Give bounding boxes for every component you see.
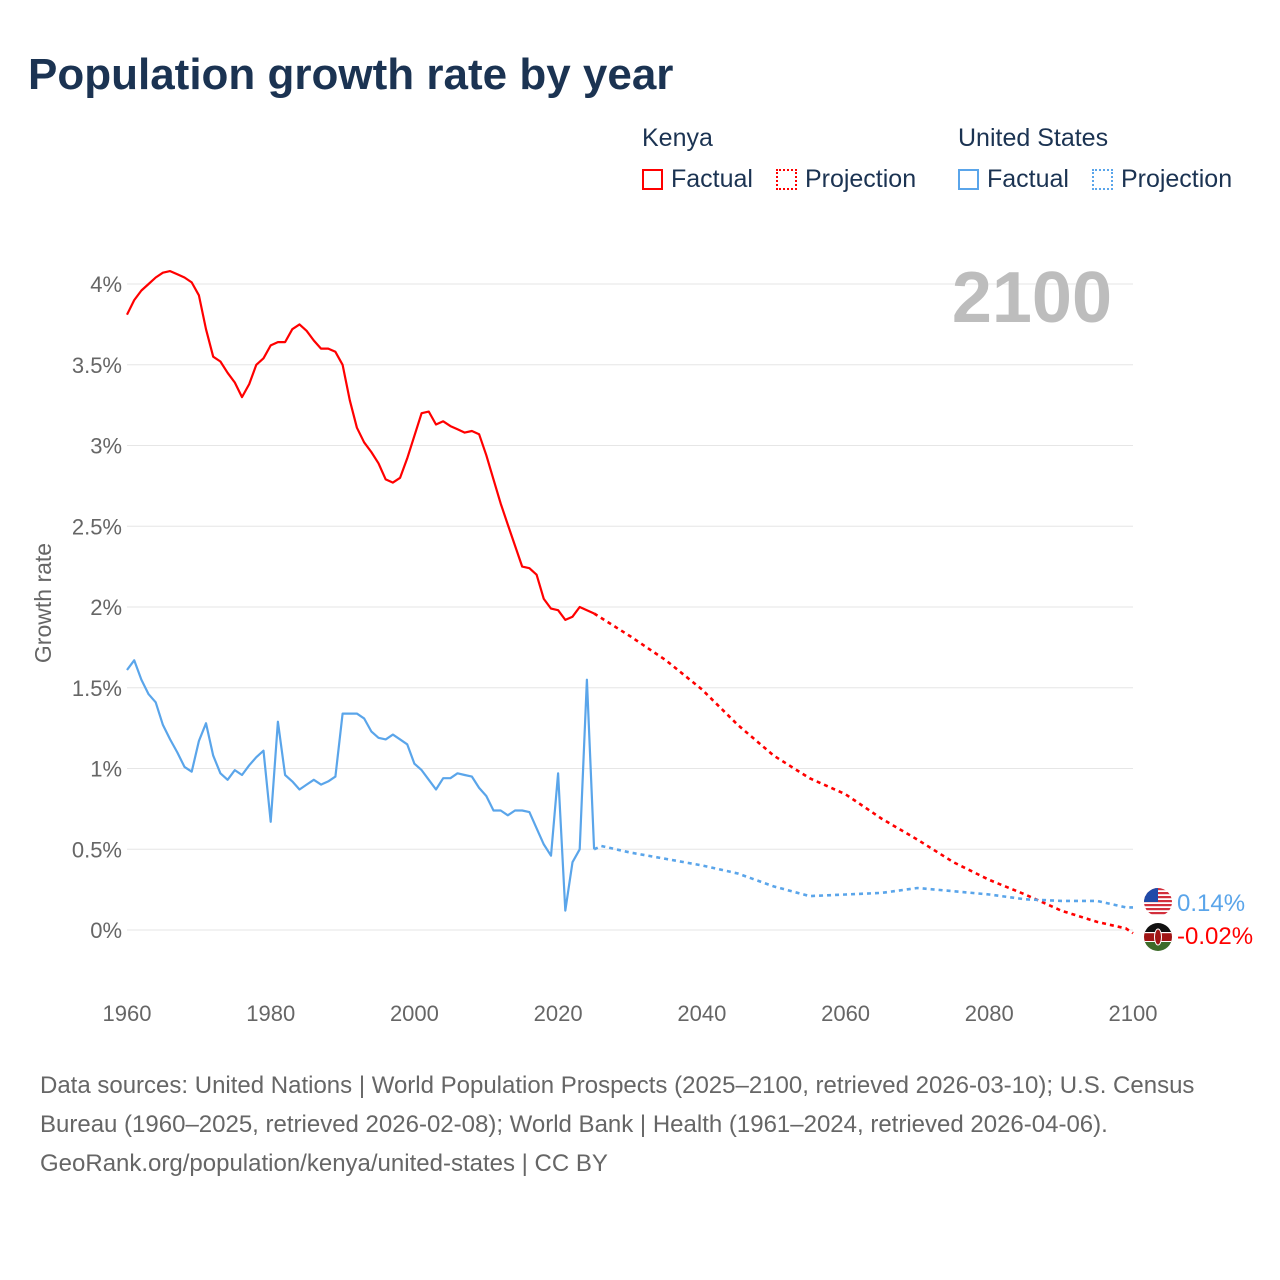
y-tick-label: 2.5%: [72, 514, 122, 539]
x-tick-label: 2020: [534, 1001, 583, 1026]
series-united-states-factual: [126, 659, 596, 912]
series-united-states-projection: [593, 844, 1133, 909]
x-tick-label: 2100: [1109, 1001, 1158, 1026]
legend-kenya-factual[interactable]: Factual: [642, 165, 753, 194]
y-tick-label: 3.5%: [72, 353, 122, 378]
current-year-label: 2100: [952, 258, 1112, 338]
x-tick-label: 2060: [821, 1001, 870, 1026]
y-tick-label: 4%: [90, 272, 122, 297]
legend-swatch-dotted: [1091, 169, 1113, 190]
flag-stripe: [1144, 912, 1172, 915]
series-kenya-factual: [126, 270, 595, 622]
legend-swatch-solid: [642, 169, 663, 190]
flag-stripe: [1144, 908, 1172, 911]
series-kenya-projection: [593, 612, 1134, 935]
y-tick-label: 2%: [90, 595, 122, 620]
legend-label: Projection: [1120, 165, 1233, 193]
us-end-value: 0.14%: [1177, 890, 1245, 917]
legend-label: Factual: [987, 165, 1069, 193]
legend-swatch-solid: [958, 169, 979, 190]
x-tick-label: 2040: [677, 1001, 726, 1026]
legend-title-us: United States: [958, 124, 1109, 152]
y-tick-label: 0%: [90, 918, 122, 943]
legend-united-states: United States Factual Projection: [958, 124, 1232, 197]
legend-kenya: Kenya Factual Projection: [642, 124, 932, 197]
flag-canton: [1144, 888, 1158, 902]
legend-us-projection[interactable]: Projection: [1091, 165, 1233, 194]
data-sources: Data sources: United Nations | World Pop…: [40, 1072, 1195, 1138]
credit-link[interactable]: GeoRank.org/population/kenya/united-stat…: [40, 1150, 608, 1177]
legend-label: Projection: [804, 165, 917, 193]
us-flag-icon: [1144, 888, 1172, 916]
x-tick-label: 1980: [246, 1001, 295, 1026]
legend-swatch-dotted: [775, 169, 797, 190]
flag-stripe: [1144, 904, 1172, 907]
y-tick-label: 1.5%: [72, 676, 122, 701]
y-tick-label: 3%: [90, 434, 122, 459]
kenya-flag-icon: [1144, 923, 1172, 951]
flag-black: [1144, 923, 1172, 932]
legend-label: Factual: [671, 165, 753, 193]
x-tick-label: 2000: [390, 1001, 439, 1026]
line-chart: 0% 0.5% 1% 1.5% 2% 2.5% 3% 3.5% 4% 1960 1980 2000 20…: [30, 258, 1253, 1026]
x-tick-label: 2080: [965, 1001, 1014, 1026]
flag-shield: [1154, 928, 1162, 946]
kenya-end-value: -0.02%: [1177, 923, 1253, 950]
footer: Data sources: United Nations | World Pop…: [40, 1066, 1240, 1183]
y-axis-label: Growth rate: [30, 543, 56, 663]
x-tick-label: 1960: [103, 1001, 152, 1026]
chart-title: Population growth rate by year: [28, 50, 674, 99]
legend-us-factual[interactable]: Factual: [958, 165, 1069, 194]
y-tick-label: 0.5%: [72, 837, 122, 862]
legend-kenya-projection[interactable]: Projection: [775, 165, 917, 194]
flag-green: [1144, 942, 1172, 951]
legend-title-kenya: Kenya: [642, 124, 713, 152]
y-tick-label: 1%: [90, 757, 122, 782]
